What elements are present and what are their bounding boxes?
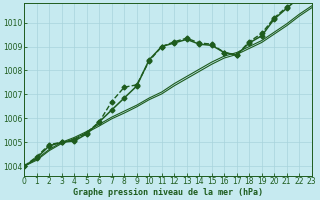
X-axis label: Graphe pression niveau de la mer (hPa): Graphe pression niveau de la mer (hPa) xyxy=(73,188,263,197)
